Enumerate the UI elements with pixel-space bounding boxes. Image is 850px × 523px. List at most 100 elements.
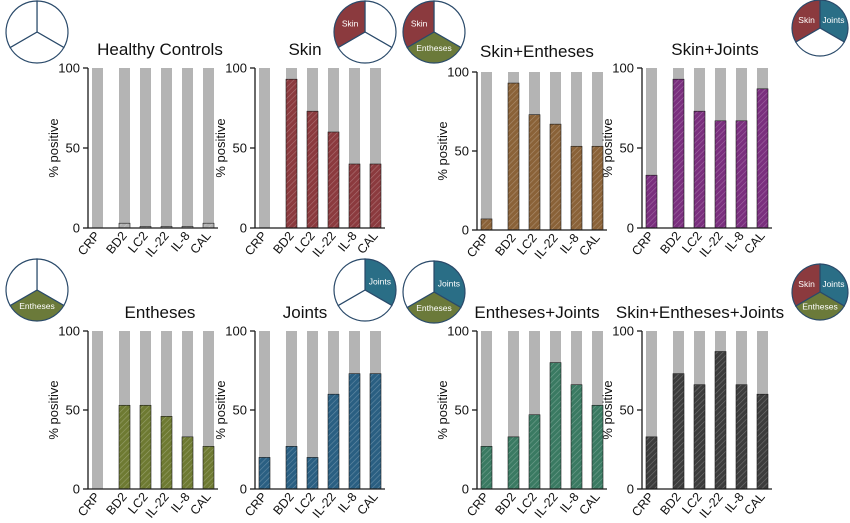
background-bar	[203, 68, 214, 228]
region-pie: Joints	[333, 258, 397, 322]
pie-sector-skin	[402, 0, 435, 49]
data-bar	[645, 174, 658, 229]
data-bar	[735, 384, 748, 490]
data-bar	[327, 131, 340, 229]
x-tick-label: CAL	[576, 490, 602, 518]
data-bar	[549, 123, 562, 231]
x-tick-label: BD2	[270, 229, 296, 257]
pie-label-entheses: Entheses	[19, 301, 54, 311]
x-tick-label: CAL	[187, 229, 213, 257]
x-tick-label: IL-8	[557, 231, 582, 257]
data-bar	[714, 120, 727, 229]
pie-label-joints: Joints	[369, 276, 391, 286]
background-bar	[646, 68, 657, 228]
pie-sector-entheses	[9, 31, 65, 64]
data-bar	[570, 145, 583, 231]
data-bar	[756, 88, 769, 229]
x-tick-label: CAL	[187, 490, 213, 518]
background-bar	[92, 68, 103, 228]
data-bar	[693, 110, 706, 229]
chart-title: Joints	[283, 303, 327, 322]
background-bar	[161, 68, 172, 228]
x-tick-label: BD2	[103, 490, 129, 518]
data-bar	[507, 436, 520, 490]
background-bar	[203, 331, 214, 489]
region-pie: Entheses Skin	[402, 0, 466, 64]
region-pie: Entheses	[5, 258, 69, 322]
background-bar	[259, 331, 270, 489]
data-bar	[369, 163, 382, 229]
x-tick-label: IL-22	[532, 231, 561, 262]
x-tick-label: CAL	[576, 231, 602, 259]
data-bar	[528, 414, 541, 490]
x-tick-label: CAL	[741, 490, 767, 518]
pie-label-joints: Joints	[438, 278, 460, 288]
x-tick-label: BD2	[270, 490, 296, 518]
y-tick-label: 100	[612, 61, 634, 76]
x-tick-label: IL-22	[310, 490, 339, 521]
chart-title: Healthy Controls	[97, 40, 223, 59]
data-bar	[202, 446, 215, 490]
y-tick-label: 50	[620, 141, 634, 156]
y-tick-label: 0	[462, 482, 469, 497]
data-bar	[327, 393, 340, 490]
x-tick-label: BD2	[492, 490, 518, 518]
data-bar	[181, 436, 194, 490]
chart-title: Skin	[288, 40, 321, 59]
x-tick-label: IL-8	[335, 229, 360, 255]
data-bar	[118, 222, 131, 229]
x-tick-label: IL-22	[697, 490, 726, 521]
data-bar	[672, 78, 685, 229]
y-tick-label: 50	[233, 403, 247, 418]
y-tick-label: 50	[455, 144, 469, 159]
data-bar	[118, 404, 131, 490]
x-tick-label: IL-8	[722, 229, 747, 255]
y-axis-label: % positive	[213, 380, 228, 439]
y-tick-label: 0	[462, 223, 469, 238]
y-axis-label: % positive	[213, 118, 228, 177]
chart-title: Entheses	[125, 303, 196, 322]
background-bar	[529, 331, 540, 489]
y-axis-label: % positive	[435, 380, 450, 439]
x-tick-label: IL-8	[557, 490, 582, 516]
chart-title: Skin+Joints	[671, 40, 758, 59]
data-bar	[258, 457, 271, 490]
pie-sector-skin	[5, 0, 38, 49]
y-tick-label: 50	[455, 403, 469, 418]
pie-label-skin: Skin	[798, 15, 815, 25]
background-bar	[481, 331, 492, 489]
background-bar	[161, 331, 172, 489]
data-bar	[528, 114, 541, 231]
y-tick-label: 0	[627, 482, 634, 497]
x-tick-label: IL-22	[143, 490, 172, 521]
background-bar	[140, 68, 151, 228]
data-bar	[348, 163, 361, 229]
data-bar	[285, 446, 298, 490]
pie-label-joints: Joints	[822, 279, 844, 289]
data-bar	[507, 82, 520, 231]
data-bar	[480, 446, 493, 490]
y-tick-label: 100	[225, 61, 247, 76]
data-bar	[202, 222, 215, 229]
background-bar	[508, 331, 519, 489]
x-tick-label: IL-8	[168, 229, 193, 255]
data-bar	[160, 416, 173, 490]
data-bar	[756, 393, 769, 490]
region-pie: Joints Entheses Skin	[791, 263, 849, 321]
background-bar	[349, 68, 360, 228]
data-bar	[714, 351, 727, 490]
data-bar	[480, 218, 493, 231]
y-tick-label: 0	[627, 221, 634, 236]
x-tick-label: IL-22	[143, 229, 172, 260]
pie-label-joints: Joints	[822, 15, 844, 25]
y-tick-label: 100	[447, 65, 469, 80]
background-bar	[182, 68, 193, 228]
background-bar	[182, 331, 193, 489]
y-tick-label: 0	[240, 482, 247, 497]
data-bar	[549, 362, 562, 490]
y-axis-label: % positive	[46, 118, 61, 177]
